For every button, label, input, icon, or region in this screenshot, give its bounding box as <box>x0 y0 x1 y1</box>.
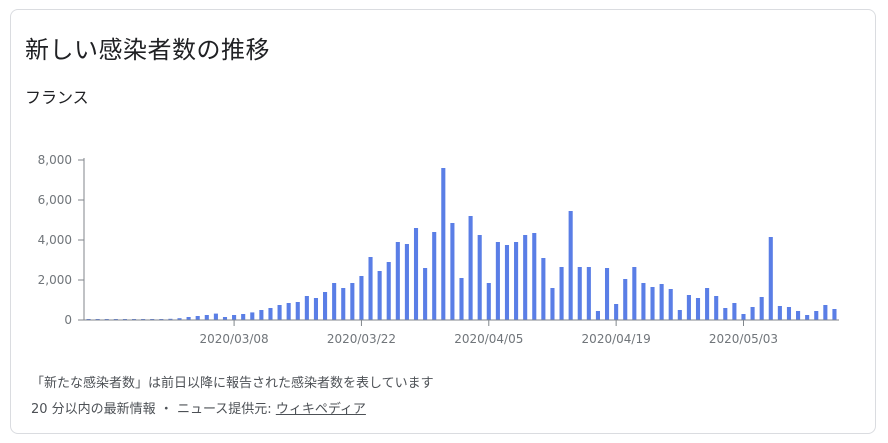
y-tick-label: 2,000 <box>38 273 72 287</box>
x-tick-label: 2020/03/08 <box>200 332 269 346</box>
bar <box>304 296 309 320</box>
bar <box>759 297 764 320</box>
bar <box>695 298 701 320</box>
bar <box>468 216 473 320</box>
bar <box>614 304 619 320</box>
bar <box>277 305 282 320</box>
bar <box>714 296 719 320</box>
y-tick-label: 4,000 <box>38 233 72 247</box>
bar <box>604 268 610 320</box>
y-tick-label: 6,000 <box>38 193 72 207</box>
bar <box>232 315 237 320</box>
bar <box>595 311 600 320</box>
bar <box>777 306 782 320</box>
bar <box>823 305 828 320</box>
bar <box>423 268 428 320</box>
new-cases-bar-chart: 0 2,000 4,000 6,000 8,000 2020/03/08 2020/03/2… <box>38 153 839 346</box>
chart-footnote: 「新たな感染者数」は前日以降に報告された感染者数を表しています <box>31 376 434 391</box>
bar <box>350 283 355 320</box>
y-tick-label: 0 <box>64 313 72 327</box>
bar <box>686 295 691 320</box>
bar <box>241 314 246 320</box>
bar <box>395 242 400 320</box>
x-tick-label: 2020/03/22 <box>327 332 396 346</box>
bar <box>486 283 491 320</box>
bar <box>768 237 773 320</box>
bar <box>559 267 564 320</box>
bar <box>741 314 746 320</box>
x-tick-label: 2020/04/19 <box>582 332 651 346</box>
bar <box>796 311 801 320</box>
bar <box>386 262 391 320</box>
bar <box>413 228 419 320</box>
bar <box>359 276 364 320</box>
bar <box>514 242 519 320</box>
bar <box>432 232 437 320</box>
bar <box>495 242 500 320</box>
bar <box>668 289 673 320</box>
card-title: 新しい感染者数の推移 <box>25 36 270 64</box>
source-line: 20 分以内の最新情報 ・ ニュース提供元: ウィキペディア <box>31 398 366 417</box>
bar <box>814 311 819 320</box>
bar <box>377 271 382 320</box>
bar <box>732 303 737 320</box>
bar <box>750 307 755 320</box>
bar <box>705 288 710 320</box>
x-tick-label: 2020/04/05 <box>454 332 523 346</box>
covid-cases-card: 新しい感染者数の推移 フランス 0 2,000 4,000 6,000 8,000 202… <box>10 9 876 434</box>
bar <box>368 257 373 320</box>
bar <box>577 267 582 320</box>
bar <box>677 310 682 320</box>
bar <box>177 318 182 320</box>
bar <box>550 288 555 320</box>
bar <box>286 303 291 320</box>
bar <box>532 233 537 320</box>
bar <box>459 278 464 320</box>
bar <box>268 308 273 320</box>
bar <box>213 313 218 320</box>
bar <box>195 316 200 320</box>
bar <box>186 317 191 320</box>
bar <box>323 292 328 320</box>
bar <box>295 302 300 320</box>
x-tick-label: 2020/05/03 <box>709 332 778 346</box>
y-tick-label: 8,000 <box>38 153 72 167</box>
bar <box>632 267 637 320</box>
bar <box>723 308 728 320</box>
bar <box>568 211 573 320</box>
bar <box>504 245 510 320</box>
bar <box>523 235 528 320</box>
bar <box>641 283 646 320</box>
bar <box>313 298 319 320</box>
source-prefix: 20 分以内の最新情報 ・ ニュース提供元: <box>31 402 276 417</box>
bar <box>659 284 664 320</box>
bar <box>477 235 482 320</box>
bar <box>650 287 655 320</box>
region-label: フランス <box>25 88 89 107</box>
bar <box>250 312 255 320</box>
bar <box>204 315 209 320</box>
bar <box>404 244 409 320</box>
bar <box>341 288 346 320</box>
bar <box>450 223 455 320</box>
bar <box>259 310 264 320</box>
bar <box>541 258 546 320</box>
bar <box>805 315 810 320</box>
bar <box>832 309 837 320</box>
bar <box>332 283 337 320</box>
bar <box>623 279 628 320</box>
bar <box>786 307 792 320</box>
bar <box>441 168 446 320</box>
bar <box>222 317 228 320</box>
wikipedia-source-link[interactable]: ウィキペディア <box>275 402 366 417</box>
bar <box>168 318 173 320</box>
bar <box>586 267 591 320</box>
